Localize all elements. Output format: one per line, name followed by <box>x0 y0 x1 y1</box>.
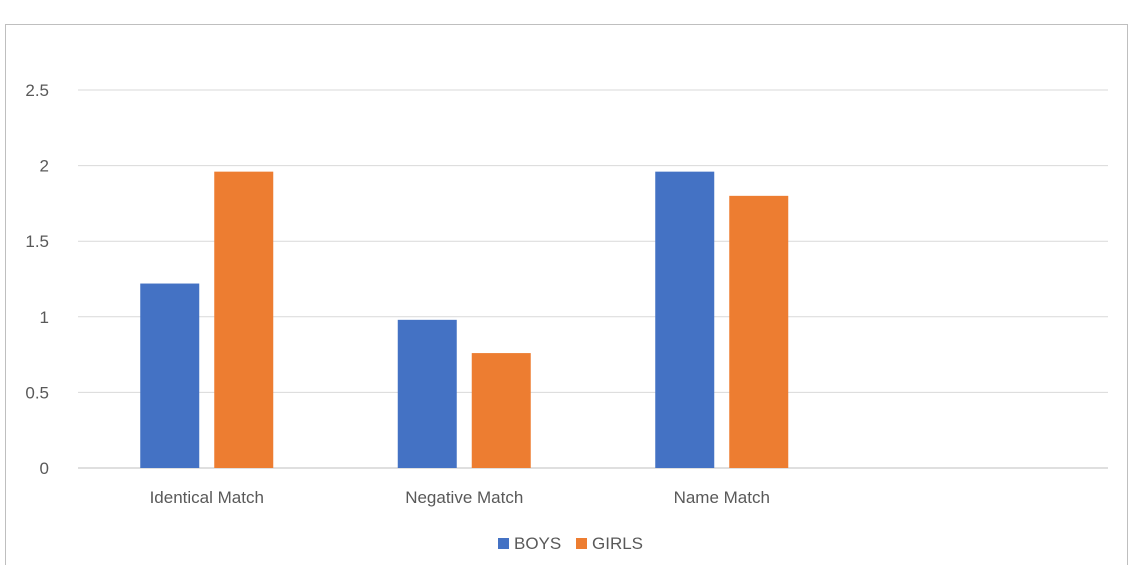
bar-boys-2 <box>655 171 715 468</box>
y-tick-label: 1.5 <box>25 232 49 251</box>
x-axis-labels: Identical Match Negative Match Name Match <box>150 488 770 507</box>
legend-label-boys: BOYS <box>514 534 561 553</box>
x-tick-label: Negative Match <box>405 488 523 507</box>
bars <box>140 171 789 468</box>
bar-boys-0 <box>140 283 200 468</box>
y-tick-label: 0 <box>40 459 49 478</box>
bar-boys-1 <box>397 319 457 468</box>
legend-swatch-girls <box>576 538 587 549</box>
y-tick-label: 2.5 <box>25 81 49 100</box>
y-tick-label: 2 <box>40 157 49 176</box>
y-axis-labels: 0 0.5 1 1.5 2 2.5 <box>25 81 49 478</box>
bar-girls-0 <box>214 171 274 468</box>
bar-girls-1 <box>471 353 531 468</box>
bar-girls-2 <box>729 195 789 468</box>
y-tick-label: 1 <box>40 308 49 327</box>
legend-swatch-boys <box>498 538 509 549</box>
legend: BOYS GIRLS <box>498 534 643 553</box>
x-tick-label: Name Match <box>674 488 770 507</box>
legend-label-girls: GIRLS <box>592 534 643 553</box>
x-tick-label: Identical Match <box>150 488 264 507</box>
chart-frame <box>5 24 1128 565</box>
y-tick-label: 0.5 <box>25 383 49 402</box>
